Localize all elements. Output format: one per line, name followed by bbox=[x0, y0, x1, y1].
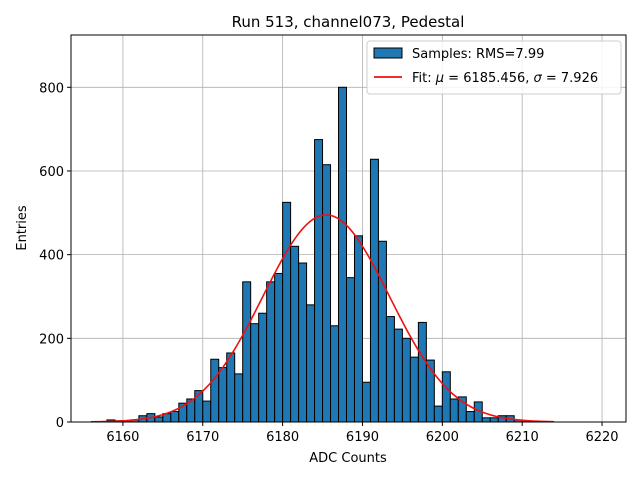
gaussian-fit-curve bbox=[90, 214, 555, 423]
legend-samples-label: Samples: RMS=7.99 bbox=[412, 47, 544, 62]
legend-fit-mu-value: = 6185.456, bbox=[444, 71, 533, 86]
histogram-bar bbox=[242, 281, 252, 423]
histogram-bar bbox=[353, 235, 363, 423]
histogram-bar bbox=[385, 316, 395, 423]
y-tick-label: 200 bbox=[39, 332, 64, 347]
histogram-bar bbox=[282, 201, 292, 423]
histogram-bar bbox=[250, 323, 260, 423]
legend: Samples: RMS=7.99 Fit: μ = 6185.456, σ =… bbox=[366, 40, 622, 95]
histogram-bar bbox=[154, 416, 164, 423]
x-tick-label: 6200 bbox=[426, 430, 459, 445]
legend-fit-prefix: Fit: bbox=[412, 71, 436, 86]
histogram-bar bbox=[226, 352, 236, 423]
histogram-bar bbox=[369, 158, 379, 423]
histogram-bar bbox=[489, 417, 499, 423]
histogram-bars bbox=[106, 86, 531, 423]
histogram-bar bbox=[481, 417, 491, 423]
histogram-bar bbox=[338, 86, 348, 423]
legend-samples-swatch bbox=[373, 47, 403, 59]
histogram-bar bbox=[298, 262, 308, 423]
histogram-bar bbox=[441, 371, 451, 423]
x-tick-label: 6210 bbox=[506, 430, 539, 445]
histogram-bar bbox=[361, 381, 371, 423]
histogram-bar bbox=[330, 325, 340, 423]
x-tick-label: 6220 bbox=[585, 430, 618, 445]
chart-title: Run 513, channel073, Pedestal bbox=[232, 13, 465, 31]
y-tick-label: 800 bbox=[39, 81, 64, 96]
x-tick-label: 6190 bbox=[346, 430, 379, 445]
histogram-bar bbox=[401, 337, 411, 423]
y-tick-label: 0 bbox=[56, 416, 64, 431]
axis-ticks: 6160 6170 6180 6190 6200 6210 6220 0 200 400 600 80… bbox=[39, 81, 618, 445]
histogram-bar bbox=[393, 328, 403, 423]
histogram-bar bbox=[290, 245, 300, 423]
x-tick-label: 6160 bbox=[106, 430, 139, 445]
histogram-bar bbox=[234, 373, 244, 423]
histogram-bar bbox=[266, 281, 276, 423]
legend-fit-label: Fit: μ = 6185.456, σ = 7.926 bbox=[412, 71, 598, 86]
histogram-bar bbox=[306, 304, 316, 423]
histogram-bar bbox=[409, 356, 419, 423]
fit-curve-group bbox=[90, 214, 555, 423]
histogram-bar bbox=[417, 321, 427, 423]
legend-fit-sigma-value: = 7.926 bbox=[542, 71, 598, 86]
legend-fit-sigma-symbol: σ bbox=[534, 71, 543, 86]
histogram-bar bbox=[258, 312, 268, 423]
histogram-bar bbox=[465, 411, 475, 423]
histogram-bar bbox=[218, 367, 228, 423]
histogram-bar bbox=[170, 411, 180, 423]
legend-fit-mu-symbol: μ bbox=[435, 71, 444, 86]
histogram-bar bbox=[314, 139, 324, 423]
histogram-bar bbox=[346, 277, 355, 423]
histogram-bar bbox=[377, 240, 387, 423]
x-tick-label: 6180 bbox=[266, 430, 299, 445]
plot-frame bbox=[70, 34, 627, 423]
y-tick-label: 600 bbox=[39, 165, 64, 180]
histogram-bar bbox=[433, 405, 443, 423]
y-axis-label: Entries bbox=[15, 205, 30, 251]
x-axis-label: ADC Counts bbox=[309, 451, 387, 466]
histogram-bar bbox=[202, 400, 212, 423]
y-tick-label: 400 bbox=[39, 249, 64, 264]
histogram-bar bbox=[274, 272, 284, 423]
histogram-bar bbox=[322, 164, 332, 423]
histogram-bar bbox=[449, 398, 459, 423]
x-tick-label: 6170 bbox=[186, 430, 219, 445]
histogram-bar bbox=[210, 358, 220, 423]
legend-box bbox=[366, 40, 622, 95]
